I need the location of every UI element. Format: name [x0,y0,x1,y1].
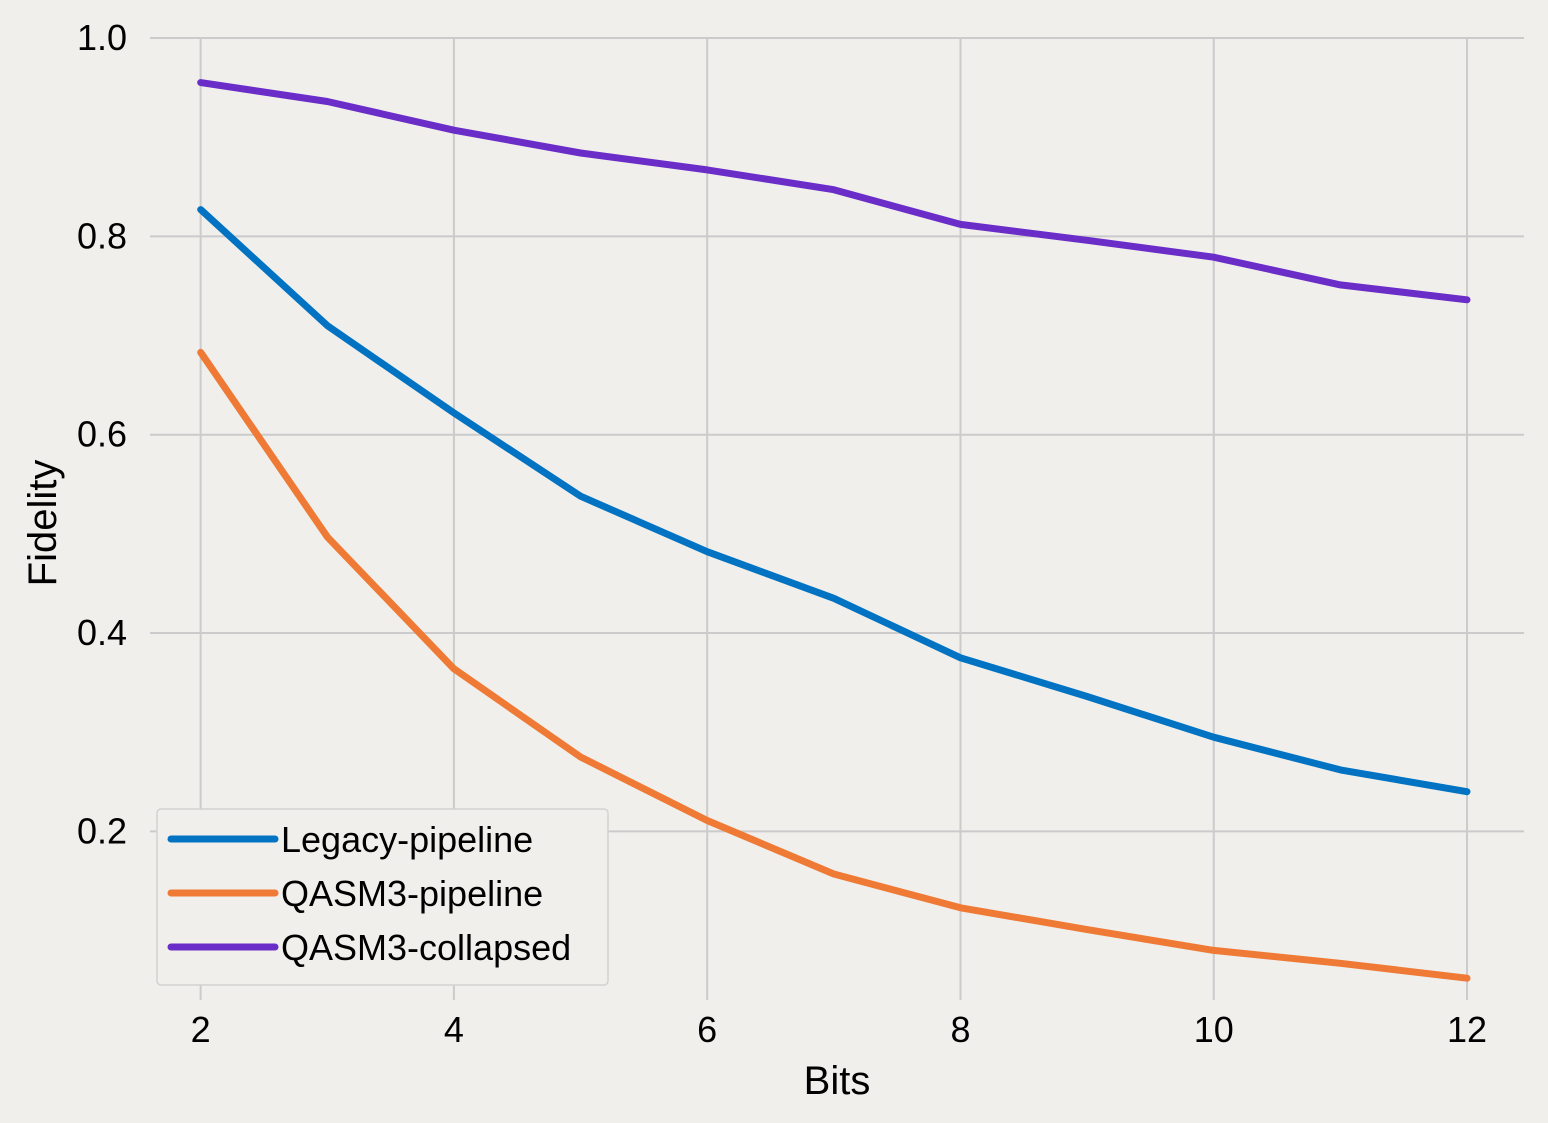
legend-box [156,808,609,986]
x-tick-label: 8 [950,1009,970,1050]
x-tick-label: 12 [1447,1009,1487,1050]
x-tick-label: 2 [191,1009,211,1050]
x-axis-label: Bits [804,1059,871,1103]
y-tick-label: 1.0 [77,17,127,58]
series-line-qasm3-pipeline [197,348,1471,982]
legend-label: QASM3-pipeline [281,873,543,914]
series-line-legacy-pipeline [197,206,1471,796]
y-tick-label: 0.8 [77,215,127,256]
x-tick-labels: 2 4 6 8 10 12 [191,1009,1487,1050]
legend-label: Legacy-pipeline [281,819,533,860]
series-line-qasm3-collapsed [197,79,1471,304]
x-tick-label: 6 [697,1009,717,1050]
y-axis-label: Fidelity [21,460,65,587]
y-tick-label: 0.4 [77,612,127,653]
legend-label: QASM3-collapsed [281,927,571,968]
y-tick-labels: 0.2 0.4 0.6 0.8 1.0 [77,17,127,851]
y-tick-label: 0.6 [77,414,127,455]
y-grid [150,37,1524,833]
x-tick-label: 4 [444,1009,464,1050]
x-tick-label: 10 [1194,1009,1234,1050]
series-layer [197,79,1471,982]
y-tick-label: 0.2 [77,810,127,851]
legend: Legacy-pipeline QASM3-pipeline QASM3-colla… [156,808,609,986]
